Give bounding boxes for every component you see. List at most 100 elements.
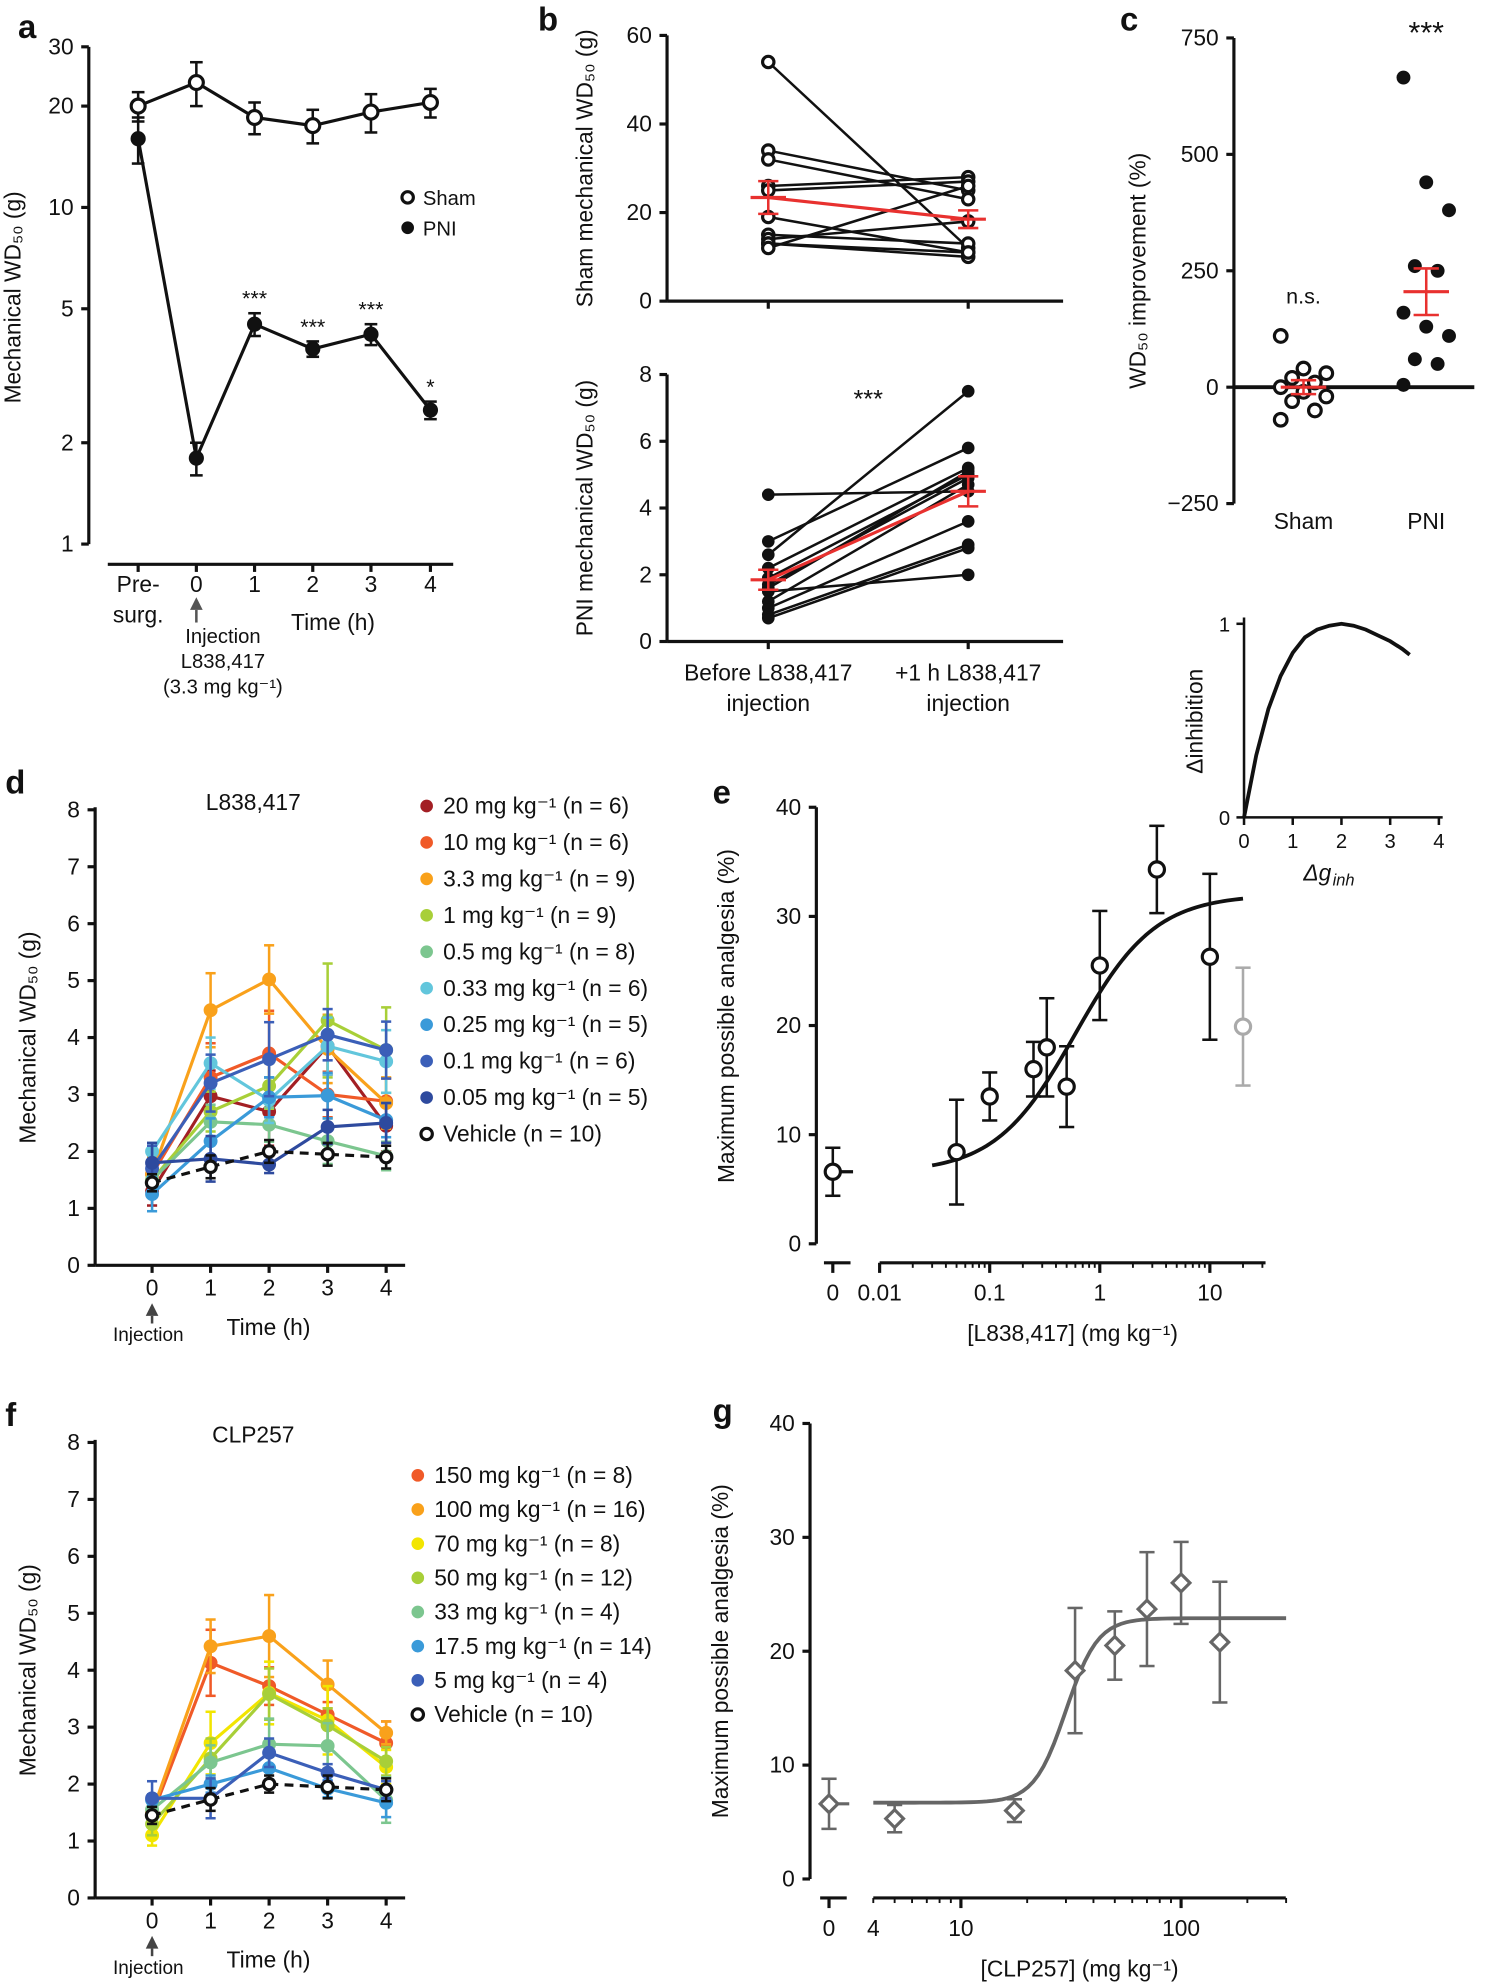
legend-marker	[411, 1674, 425, 1687]
panel-g-point	[1003, 1799, 1026, 1822]
panel-f-y-tick-label: 4	[67, 1657, 80, 1683]
panel-f-y-tick-label: 6	[67, 1543, 80, 1569]
panel-e-point	[1200, 947, 1220, 966]
panel-g-point	[1103, 1634, 1126, 1657]
panel-d-y-label: Mechanical WD₅₀ (g)	[15, 931, 41, 1143]
paired-point-after	[961, 515, 975, 528]
panel-f-series-3-point	[379, 1754, 394, 1769]
panel-d-series-7-point	[203, 1076, 218, 1091]
panel-f-injection-annotation: Injection	[113, 1958, 184, 1979]
panel-b-x-tick-label: injection	[727, 690, 811, 716]
panel-c-point-sham	[1284, 393, 1301, 410]
panel-g-y-label: Maximum possible analgesia (%)	[707, 1484, 733, 1818]
paired-line	[767, 470, 969, 590]
panel-e-x-tick-label: 0	[826, 1280, 839, 1306]
legend-label: 0.25 mg kg⁻¹ (n = 5)	[443, 1011, 648, 1037]
panel-f-x-tick-label: 2	[263, 1907, 276, 1933]
mean-line	[768, 195, 969, 221]
legend-label: 10 mg kg⁻¹ (n = 6)	[443, 829, 629, 855]
panel-f-y-tick-label: 1	[67, 1828, 80, 1854]
legend-marker	[411, 1469, 425, 1482]
panel-d-series-2-point	[203, 1003, 218, 1018]
inset-x-tick-label: 0	[1238, 831, 1249, 853]
legend-marker	[411, 1503, 425, 1516]
panel-f-y-tick-label: 7	[67, 1486, 80, 1512]
paired-line	[767, 390, 969, 556]
panel-a-y-tick-label: 10	[48, 194, 73, 220]
panel-f-series-7-point	[320, 1779, 335, 1795]
panel-b_bottom-y-tick-label: 8	[639, 361, 652, 387]
panel-d-x-tick-label: 0	[146, 1275, 159, 1301]
legend-label-sham: Sham	[423, 188, 476, 210]
panel-a-series-line-sham	[137, 80, 431, 128]
inset-y-label: Δinhibition	[1181, 669, 1207, 774]
injection-arrow-icon	[145, 1303, 159, 1316]
panel-e-point	[1024, 1060, 1043, 1079]
paired-line	[767, 543, 969, 617]
legend-label: Vehicle (n = 10)	[443, 1121, 602, 1147]
panel-f-x-tick-label: 4	[380, 1907, 393, 1933]
panel-d-series-8-point	[379, 1116, 394, 1130]
legend-marker-sham	[400, 190, 415, 205]
panel-b-significance: ***	[853, 385, 883, 413]
panel-f-x-tick-label: 1	[204, 1907, 217, 1933]
panel-d-series-8-point	[145, 1155, 160, 1170]
significance-marker: ***	[300, 315, 326, 339]
panel-g-y-tick-label: 30	[770, 1524, 795, 1550]
inset-x-label: Δg	[1302, 860, 1331, 886]
panel-g-x-tick-label: 100	[1162, 1915, 1200, 1941]
panel-c-point-pni	[1396, 305, 1411, 320]
panel-g-point	[1169, 1571, 1193, 1594]
paired-point-before	[760, 152, 776, 167]
injection-arrow-icon	[145, 1935, 159, 1949]
panel-f-series-7-point	[144, 1808, 160, 1823]
inset-y-tick-label: 1	[1219, 614, 1230, 636]
panel-f-series-1-point	[379, 1725, 394, 1740]
panel-a-point-pni	[363, 326, 379, 342]
panel-a-x-tick-label: 1	[248, 571, 261, 597]
panel-c-point-sham	[1318, 365, 1335, 382]
panel-f-x-tick-label: 0	[146, 1907, 159, 1933]
panel-d-y-tick-label: 8	[67, 796, 80, 822]
panel-f-series-7-line	[151, 1782, 387, 1817]
panel-b_bottom-y-label: PNI mechanical WD₅₀ (g)	[571, 380, 597, 636]
panel-a-y-tick-label: 1	[61, 531, 74, 557]
panel-d-series-9-point	[144, 1175, 160, 1191]
paired-line	[767, 446, 969, 543]
panel-a-point-sham	[304, 117, 322, 135]
panel-d-series-7-point	[262, 1052, 277, 1067]
panel-c-y-tick-label: 500	[1181, 141, 1219, 167]
panel-f-series-7-point	[378, 1782, 394, 1798]
panel-g-x-tick-label: 10	[948, 1915, 973, 1941]
inset-curve	[1242, 621, 1411, 818]
panel-g-y-tick-label: 20	[770, 1638, 795, 1664]
panel-e-y-label: Maximum possible analgesia (%)	[713, 849, 739, 1183]
panel-a-x-tick-label-sub: surg.	[113, 602, 164, 628]
panel-f-series-7-point	[261, 1776, 277, 1792]
panel-label-c: c	[1120, 0, 1138, 37]
panel-e-x-tick-label: 0.1	[974, 1280, 1006, 1306]
panel-c-point-pni	[1407, 352, 1422, 367]
panel-e-x-tick-label: 10	[1197, 1280, 1222, 1306]
paired-point-before	[760, 240, 776, 256]
legend-marker	[411, 1639, 425, 1653]
legend-marker	[420, 1018, 433, 1031]
paired-point-before	[760, 54, 776, 70]
inset-x-tick-label: 1	[1287, 831, 1298, 853]
panel-e-y-tick-label: 20	[776, 1012, 801, 1038]
panel-c-y-tick-label: 750	[1181, 25, 1219, 51]
panel-e-point	[947, 1142, 966, 1162]
panel-f-y-tick-label: 0	[67, 1885, 80, 1911]
panel-g-point	[817, 1792, 841, 1815]
legend-label: Vehicle (n = 10)	[434, 1701, 593, 1727]
panel-g-x-tick-label: 0	[823, 1915, 836, 1941]
legend-label: 17.5 mg kg⁻¹ (n = 14)	[434, 1633, 652, 1659]
panel-d-y-tick-label: 1	[67, 1195, 80, 1221]
legend-marker	[420, 981, 433, 995]
panel-c-point-pni	[1430, 263, 1445, 278]
paired-line	[768, 242, 969, 254]
significance-marker: ***	[358, 298, 384, 322]
panel-f-y-tick-label: 8	[67, 1429, 80, 1455]
panel-d-injection-annotation: Injection	[113, 1325, 184, 1346]
